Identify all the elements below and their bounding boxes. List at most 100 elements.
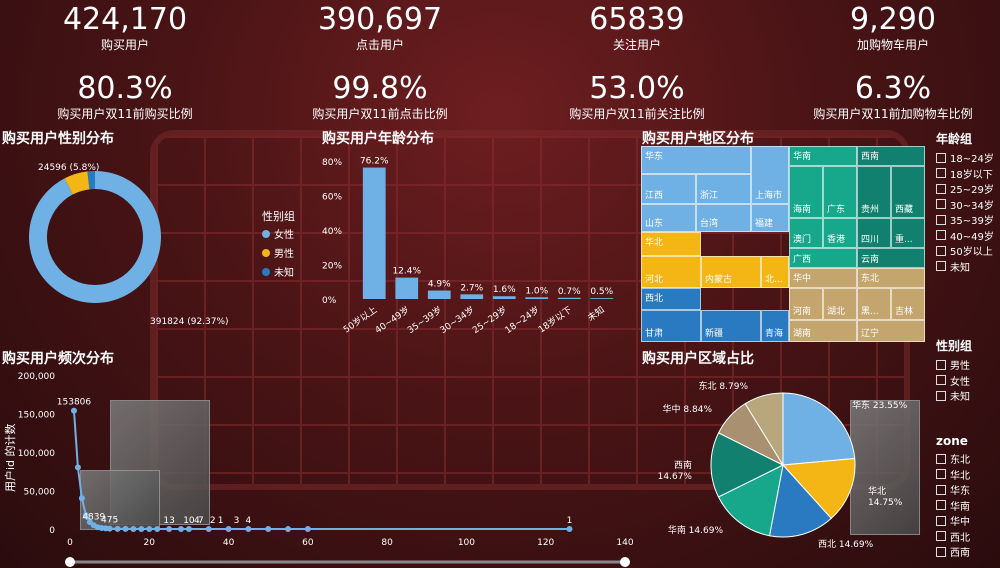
treemap-cell[interactable]: 上海市: [751, 146, 789, 204]
filter-option[interactable]: 未知: [936, 388, 1000, 404]
age-value-label: 0.7%: [558, 287, 581, 297]
treemap-cell[interactable]: 黑...: [857, 288, 891, 320]
checkbox[interactable]: [936, 375, 946, 386]
legend-item-male[interactable]: 男性: [262, 245, 294, 260]
ratio-follow: 53.0% 购买用户双11前关注比例: [527, 72, 747, 122]
checkbox[interactable]: [936, 390, 946, 401]
treemap-cell[interactable]: 甘肃: [641, 310, 701, 342]
treemap-cell[interactable]: 江西: [641, 174, 696, 204]
treemap-cell[interactable]: 吉林: [891, 288, 925, 320]
treemap-cell[interactable]: 北...: [761, 256, 789, 288]
zoom-handle-left[interactable]: [65, 557, 75, 567]
filter-option[interactable]: 18岁以下: [936, 166, 1000, 182]
zone-slice: [710, 432, 785, 498]
treemap-region-header[interactable]: 华南: [789, 146, 857, 166]
filter-option[interactable]: 女性: [936, 373, 1000, 389]
legend-item-female[interactable]: 女性: [262, 226, 294, 241]
checkbox[interactable]: [936, 546, 946, 557]
treemap-cell[interactable]: 新疆: [701, 310, 761, 342]
filter-option[interactable]: 西北: [936, 529, 1000, 545]
treemap-cell[interactable]: 河南: [789, 288, 823, 320]
treemap-cell[interactable]: 福建: [751, 204, 789, 232]
filter-option[interactable]: 35~39岁: [936, 212, 1000, 228]
legend-item-unknown[interactable]: 未知: [262, 264, 294, 279]
treemap-cell[interactable]: 贵州: [857, 166, 891, 218]
treemap-cell[interactable]: 重...: [891, 218, 925, 248]
filter-option-label: 女性: [950, 376, 970, 388]
age-xtick: 18岁以下: [536, 304, 574, 336]
checkbox[interactable]: [936, 500, 946, 511]
checkbox[interactable]: [936, 245, 946, 256]
filter-option[interactable]: 华东: [936, 482, 1000, 498]
checkbox[interactable]: [936, 484, 946, 495]
kpi-value: 65839: [589, 2, 685, 37]
filter-option[interactable]: 华南: [936, 498, 1000, 514]
freq-point: [285, 525, 292, 532]
filter-option[interactable]: 50岁以上: [936, 243, 1000, 259]
age-bar: [395, 277, 419, 299]
treemap-cell[interactable]: 澳门: [789, 218, 823, 248]
filter-option[interactable]: 18~24岁: [936, 150, 1000, 166]
checkbox[interactable]: [936, 152, 946, 163]
treemap-cell[interactable]: 湖南: [789, 320, 857, 342]
kpi-value: 424,170: [62, 2, 188, 37]
kpi-label: 点击用户: [355, 38, 404, 52]
filter-option[interactable]: 25~29岁: [936, 181, 1000, 197]
treemap-region-header[interactable]: 西南: [857, 146, 925, 166]
treemap-cell[interactable]: 云南: [857, 248, 925, 268]
checkbox[interactable]: [936, 453, 946, 464]
treemap-cell[interactable]: 台湾: [696, 204, 751, 232]
checkbox[interactable]: [936, 214, 946, 225]
checkbox[interactable]: [936, 230, 946, 241]
checkbox[interactable]: [936, 469, 946, 480]
checkbox[interactable]: [936, 168, 946, 179]
age-value-label: 1.0%: [525, 286, 548, 296]
age-bar: [590, 298, 614, 299]
treemap-region-header[interactable]: 东北: [857, 268, 925, 288]
treemap-cell[interactable]: 湖北: [823, 288, 857, 320]
checkbox[interactable]: [936, 199, 946, 210]
kpi-label: 加购物车用户: [856, 38, 929, 52]
ratio-label: 购买用户双11前加购物车比例: [813, 107, 973, 121]
checkbox[interactable]: [936, 359, 946, 370]
treemap-cell[interactable]: 青海: [761, 310, 789, 342]
filter-option[interactable]: 30~34岁: [936, 197, 1000, 213]
treemap-region-header[interactable]: 华中: [789, 268, 857, 288]
treemap-region-header[interactable]: 华北: [641, 232, 701, 256]
freq-point-label: 4: [246, 516, 252, 526]
treemap-cell[interactable]: 河北: [641, 256, 701, 288]
checkbox[interactable]: [936, 261, 946, 272]
treemap-cell[interactable]: 香港: [823, 218, 857, 248]
treemap-cell[interactable]: 海南: [789, 166, 823, 218]
filter-option[interactable]: 未知: [936, 259, 1000, 275]
checkbox[interactable]: [936, 531, 946, 542]
filter-title: 性别组: [936, 339, 973, 353]
treemap-region-header[interactable]: 西北: [641, 288, 701, 310]
treemap-region-header[interactable]: 华东: [641, 146, 751, 174]
treemap-cell[interactable]: 广西: [789, 248, 857, 268]
treemap-cell[interactable]: 内蒙古: [701, 256, 761, 288]
freq-point-label: 3: [234, 516, 240, 526]
freq-point: [74, 464, 81, 471]
filter-option[interactable]: 西南: [936, 544, 1000, 560]
filter-option[interactable]: 男性: [936, 357, 1000, 373]
ratio-purchase: 80.3% 购买用户双11前购买比例: [15, 72, 235, 122]
freq-point: [178, 525, 184, 532]
zoom-handle-right[interactable]: [620, 557, 630, 567]
checkbox[interactable]: [936, 183, 946, 194]
treemap-cell[interactable]: 西藏: [891, 166, 925, 218]
age-chart-title: 购买用户年龄分布: [322, 131, 434, 147]
age-xtick: 40~49岁: [373, 304, 412, 336]
treemap-cell[interactable]: 四川: [857, 218, 891, 248]
checkbox[interactable]: [936, 515, 946, 526]
filter-option[interactable]: 华中: [936, 513, 1000, 529]
region-chart-title: 购买用户地区分布: [642, 131, 754, 147]
treemap-cell[interactable]: 浙江: [696, 174, 751, 204]
filter-option-label: 30~34岁: [950, 200, 994, 212]
filter-option[interactable]: 华北: [936, 467, 1000, 483]
filter-option[interactable]: 东北: [936, 451, 1000, 467]
treemap-cell[interactable]: 辽宁: [857, 320, 925, 342]
filter-option[interactable]: 40~49岁: [936, 228, 1000, 244]
treemap-cell[interactable]: 山东: [641, 204, 696, 232]
treemap-cell[interactable]: 广东: [823, 166, 857, 218]
